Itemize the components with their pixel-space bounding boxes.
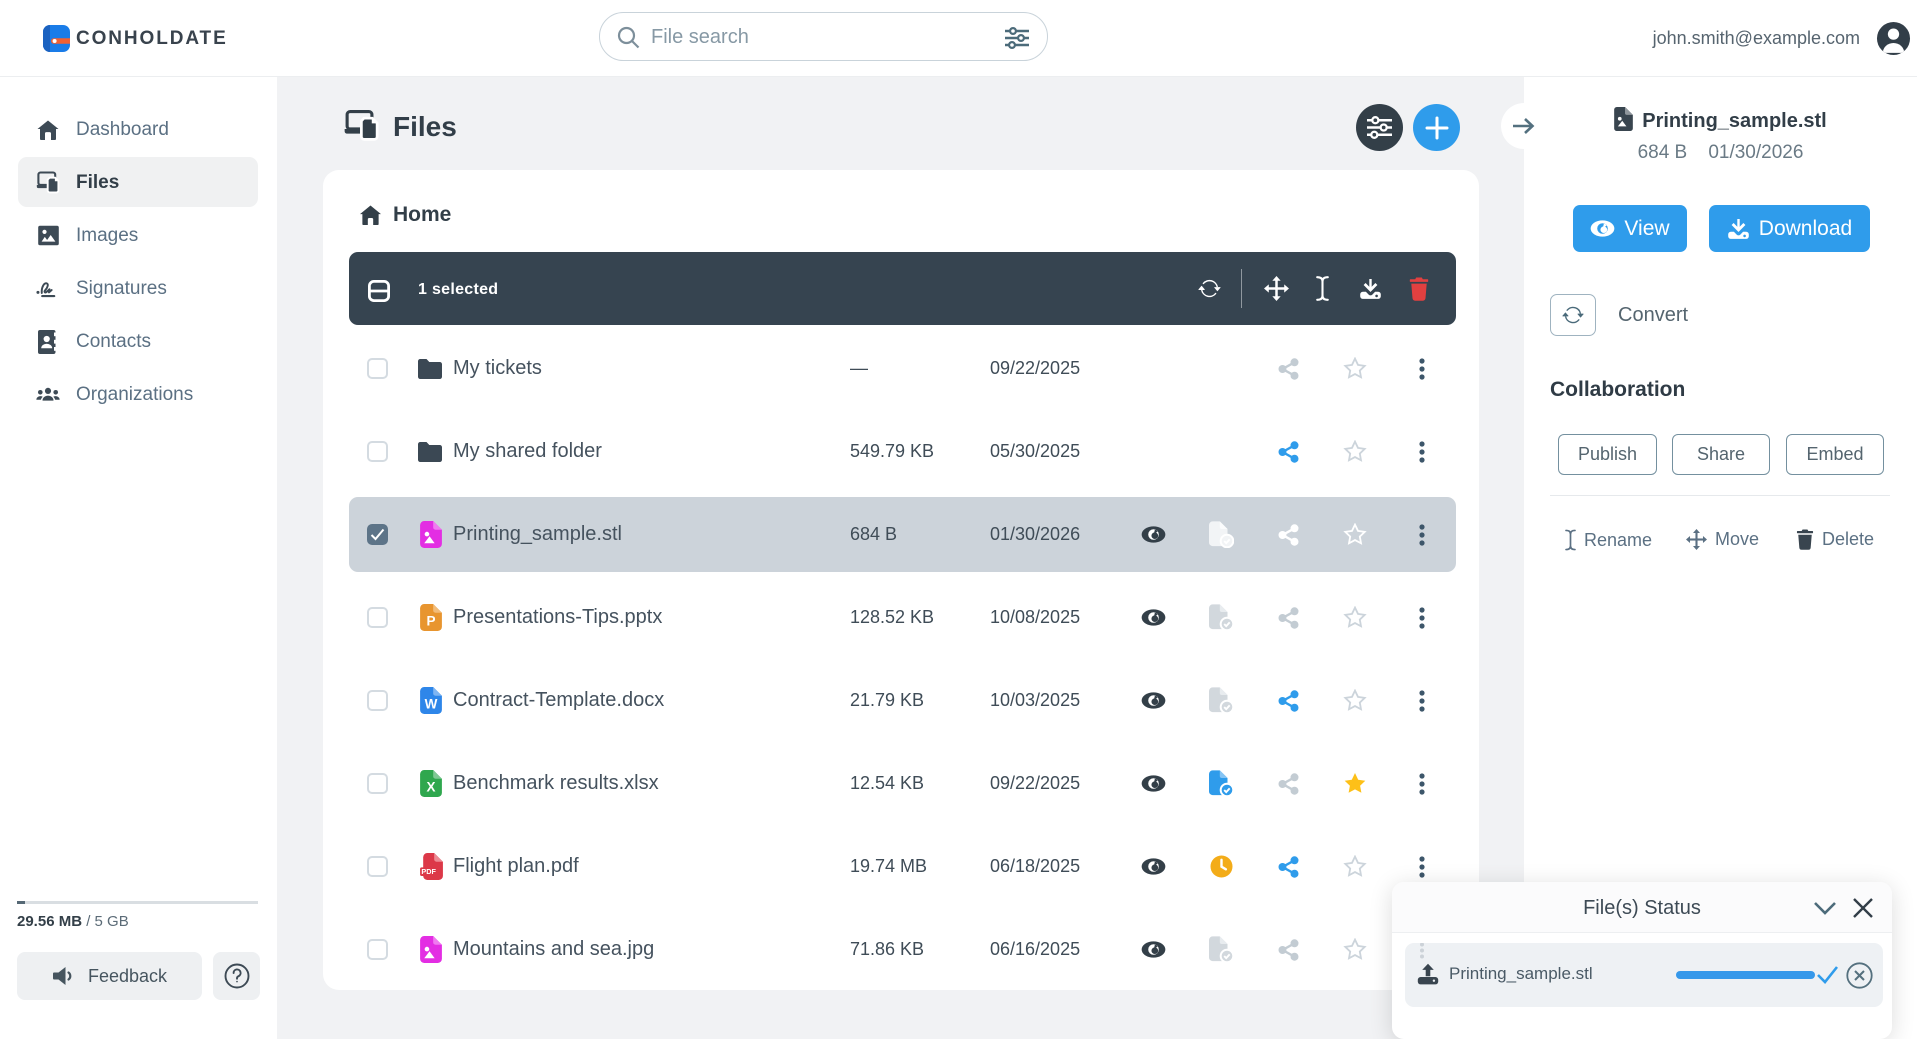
svg-text:P: P bbox=[426, 614, 435, 629]
svg-text:W: W bbox=[425, 697, 438, 712]
svg-text:X: X bbox=[426, 780, 435, 795]
svg-text:PDF: PDF bbox=[421, 867, 436, 876]
